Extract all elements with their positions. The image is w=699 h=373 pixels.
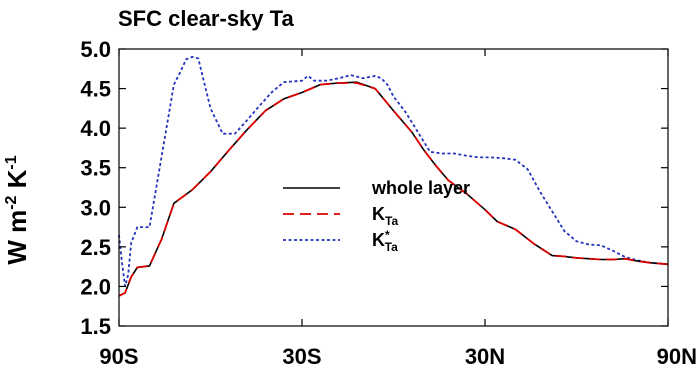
y-tick-label: 5.0 (80, 37, 111, 62)
y-tick-label: 4.0 (80, 116, 111, 141)
svg-text:W m-2 K-1: W m-2 K-1 (2, 155, 32, 264)
y-axis-label-mid: K (2, 169, 32, 195)
chart-title: SFC clear-sky Ta (118, 6, 294, 31)
y-axis-label-base: W m (2, 210, 32, 265)
plot-frame (118, 48, 669, 327)
y-tick-label: 1.5 (80, 314, 111, 339)
y-axis-label: W m-2 K-1 (2, 155, 32, 264)
x-tick-label: 90S (99, 344, 138, 369)
y-tick-label: 2.0 (80, 274, 111, 299)
series-line-3 (118, 56, 669, 288)
series-line-1 (118, 81, 669, 297)
y-axis-label-exp2: -1 (3, 155, 20, 169)
legend-label-3: K* Ta (372, 228, 398, 254)
y-tick-label: 2.5 (80, 235, 111, 260)
x-tick-label: 90N (657, 344, 697, 369)
y-axis-label-exp1: -2 (3, 195, 20, 209)
x-tick-label: 30S (282, 344, 321, 369)
y-tick-label: 3.5 (80, 156, 111, 181)
legend-label-1: whole layer (371, 178, 470, 198)
y-tick-label: 3.0 (80, 195, 111, 220)
y-tick-label: 4.5 (80, 77, 111, 102)
legend-label-2: KTa (372, 204, 398, 228)
x-tick-label: 30N (465, 344, 505, 369)
